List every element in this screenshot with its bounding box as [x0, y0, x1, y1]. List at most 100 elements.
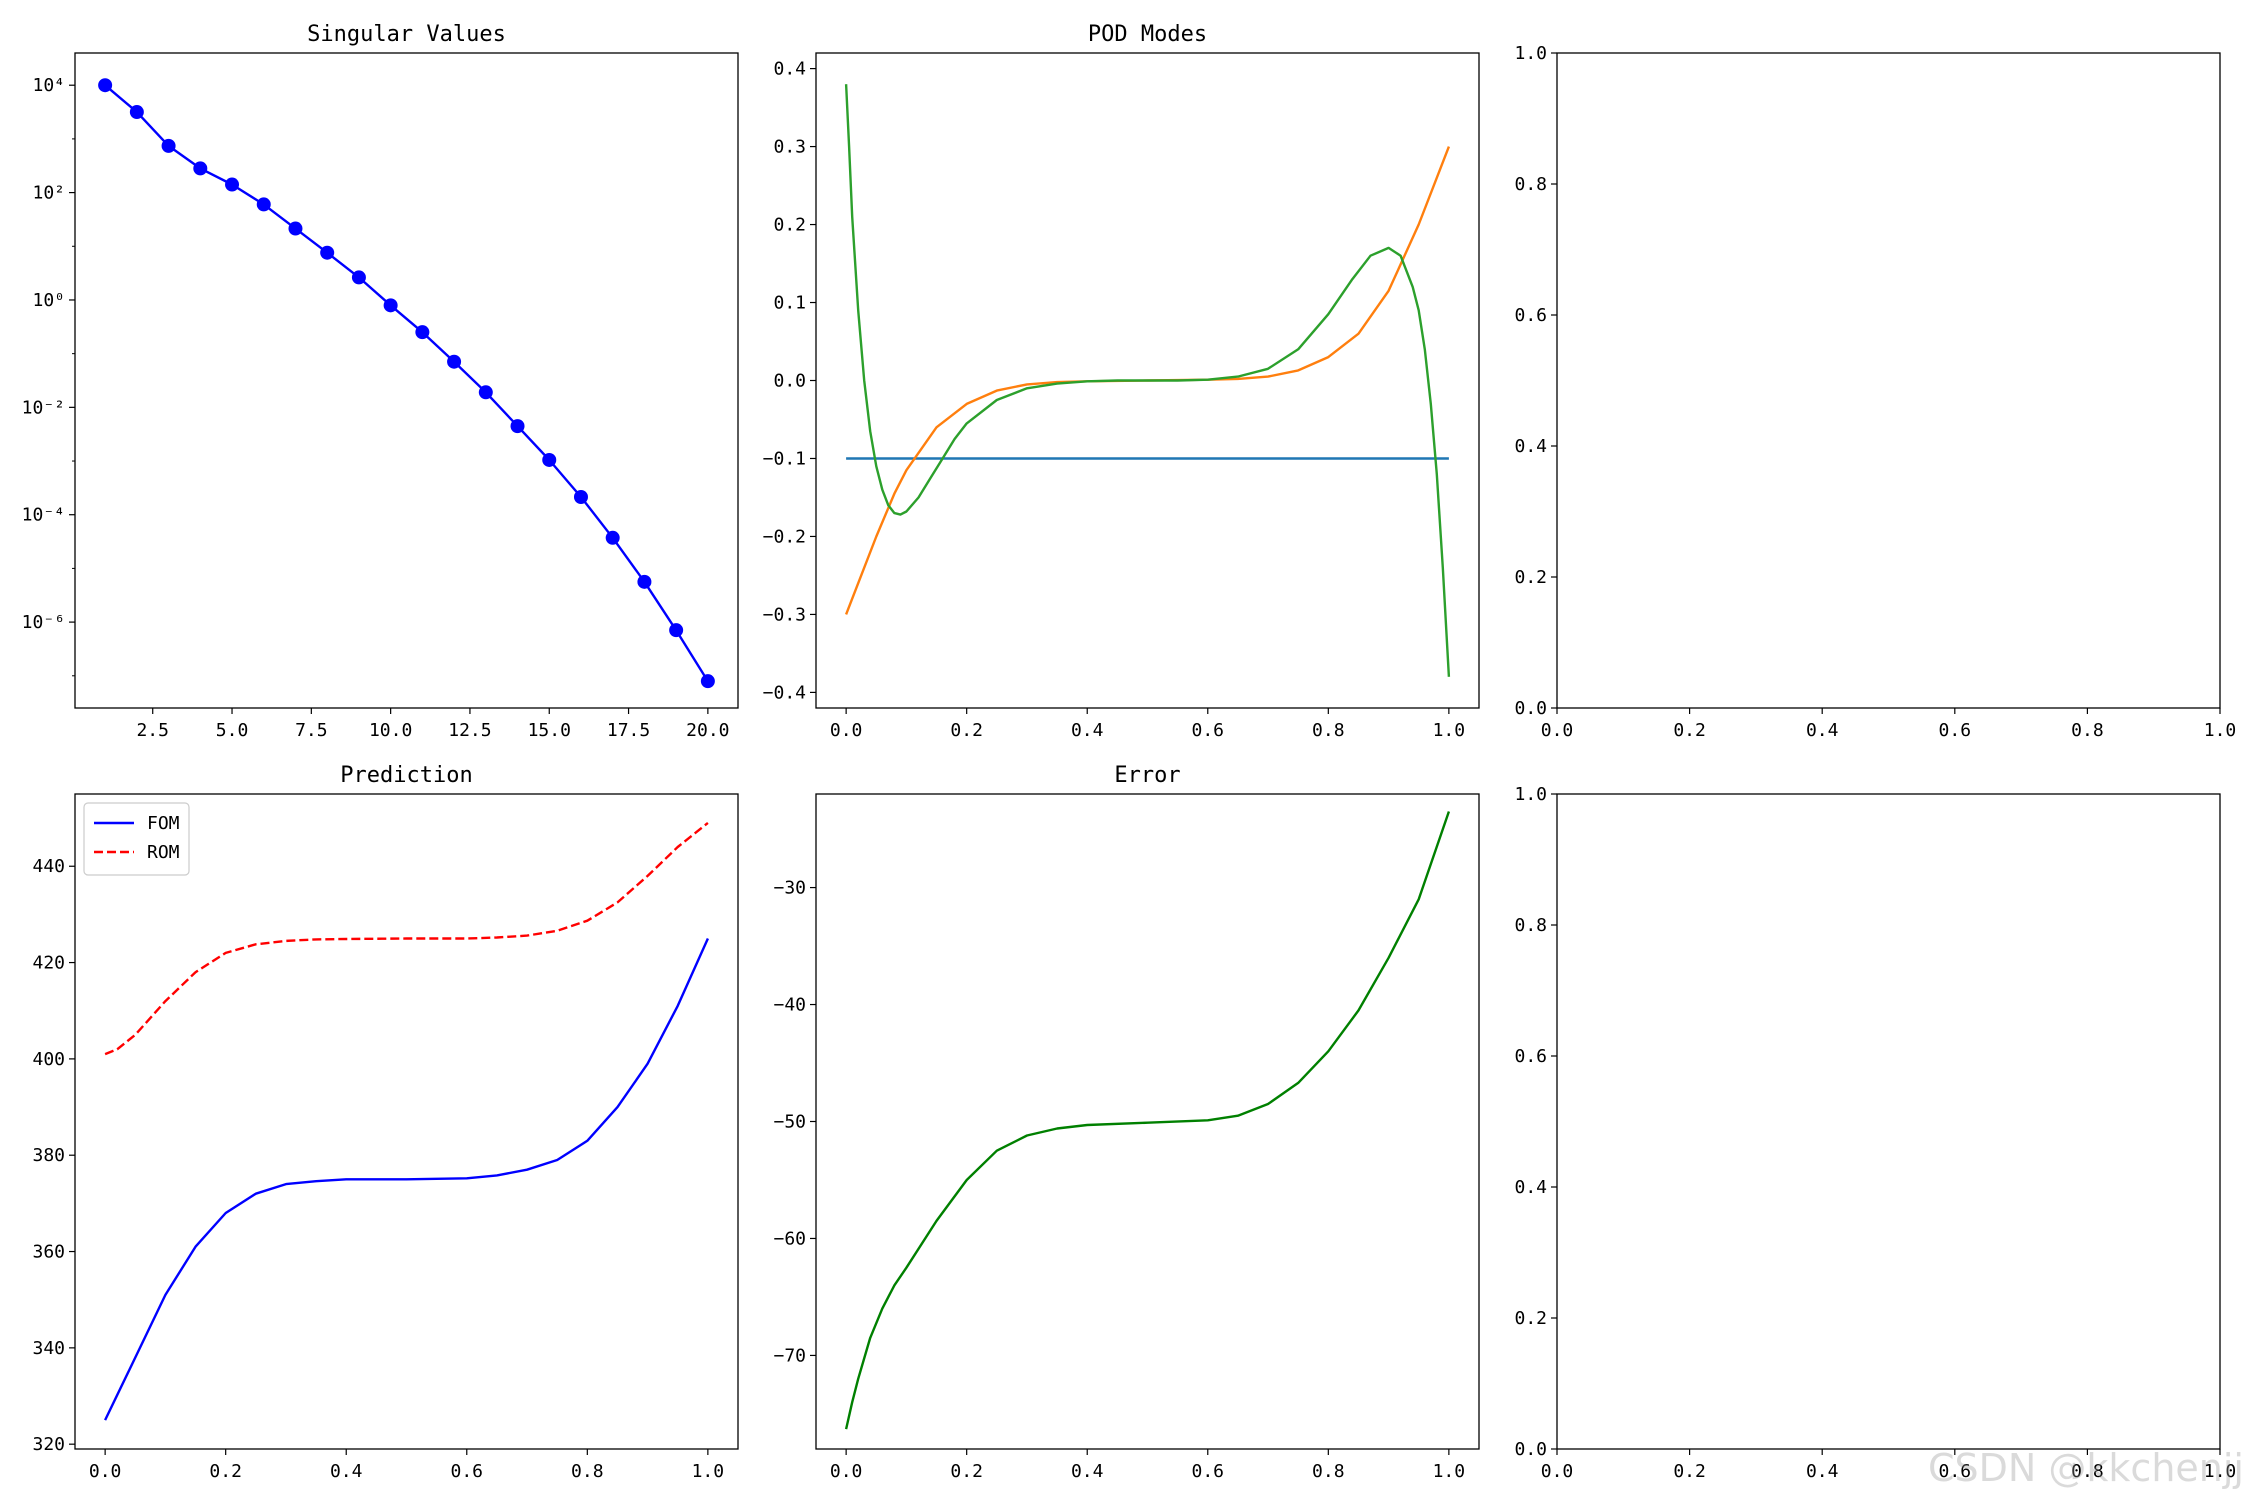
y-tick-label: 0.2	[773, 215, 806, 236]
plot-area	[104, 821, 709, 1421]
x-tick-label: 0.6	[451, 1461, 484, 1482]
x-tick-label: 0.6	[1939, 1461, 1972, 1482]
data-point	[98, 78, 113, 93]
y-tick-label: 340	[32, 1338, 65, 1359]
watermark: CSDN @kkchenjj	[1928, 1446, 2244, 1490]
x-tick-label: 15.0	[528, 720, 571, 741]
data-point	[573, 490, 588, 505]
x-tick-label: 12.5	[448, 720, 491, 741]
axes-frame	[74, 793, 739, 1450]
y-tick-label: 10²	[32, 183, 65, 204]
y-tick-label: 0.6	[1514, 1046, 1547, 1067]
x-tick-label: 0.8	[1312, 1461, 1345, 1482]
x-tick-label: 0.2	[209, 1461, 242, 1482]
y-tick-label: 10⁻⁴	[22, 505, 65, 526]
x-tick-label: 0.6	[1192, 720, 1225, 741]
x-tick-label: 0.4	[330, 1461, 363, 1482]
y-tick-label: 0.2	[1514, 567, 1547, 588]
y-tick-label: 10⁻⁶	[22, 612, 65, 633]
x-tick-label: 0.2	[950, 720, 983, 741]
y-tick-label: −0.2	[763, 526, 806, 547]
x-tick-label: 0.2	[950, 1461, 983, 1482]
y-tick-label: 320	[32, 1434, 65, 1455]
x-tick-label: 5.0	[216, 720, 249, 741]
series-line-1	[104, 938, 709, 1421]
chart-title: Error	[1114, 763, 1180, 788]
y-tick-label: 0.0	[1514, 698, 1547, 719]
y-tick-label: −60	[773, 1228, 806, 1249]
y-tick-label: 10⁻²	[22, 397, 65, 418]
x-tick-label: 0.4	[1071, 1461, 1104, 1482]
x-tick-label: 17.5	[607, 720, 650, 741]
series-line-3	[844, 84, 1451, 677]
x-tick-label: 0.6	[1939, 720, 1972, 741]
y-tick-label: 0.8	[1514, 915, 1547, 936]
x-tick-label: 0.0	[89, 1461, 122, 1482]
y-tick-label: 0.0	[773, 371, 806, 392]
data-point	[669, 623, 684, 638]
data-point	[129, 105, 144, 120]
data-point	[510, 419, 525, 434]
y-tick-label: 440	[32, 856, 65, 877]
x-tick-label: 10.0	[369, 720, 412, 741]
y-tick-label: 0.4	[1514, 1177, 1547, 1198]
chart-title: POD Modes	[1088, 22, 1207, 47]
x-tick-label: 0.0	[1541, 720, 1574, 741]
axes-frame	[815, 52, 1480, 709]
data-point	[288, 221, 303, 236]
x-tick-label: 1.0	[1433, 1461, 1466, 1482]
chart-title: Prediction	[340, 763, 472, 788]
x-tick-label: 0.8	[1312, 720, 1345, 741]
plot-area	[98, 78, 715, 689]
data-point	[383, 298, 398, 313]
x-tick-label: 0.2	[1673, 1461, 1706, 1482]
y-tick-label: 10⁴	[32, 75, 65, 96]
legend-label: FOM	[147, 813, 180, 834]
x-tick-label: 0.4	[1806, 720, 1839, 741]
y-tick-label: 0.6	[1514, 305, 1547, 326]
axes-frame	[74, 52, 739, 709]
x-tick-label: 1.0	[2204, 720, 2237, 741]
y-tick-label: 10⁰	[32, 290, 65, 311]
y-tick-label: 360	[32, 1242, 65, 1263]
x-tick-label: 1.0	[1433, 720, 1466, 741]
axes-frame	[1556, 793, 2221, 1450]
data-point	[447, 354, 462, 369]
y-tick-label: 0.4	[773, 59, 806, 80]
data-point	[256, 197, 271, 212]
series-line-1	[104, 84, 709, 682]
data-point	[542, 452, 557, 467]
plot-area	[844, 811, 1451, 1430]
legend-label: ROM	[147, 842, 180, 863]
y-tick-label: −40	[773, 995, 806, 1016]
series-line-1	[844, 811, 1451, 1430]
x-tick-label: 20.0	[686, 720, 729, 741]
series-line-2	[104, 821, 709, 1056]
y-tick-label: −0.1	[763, 448, 806, 469]
subplot-3: 0.0 0.2 0.4 0.6 0.8 1.0 0.0 0.2 0.4 0.6 0.8 1.0	[1514, 43, 2236, 741]
x-tick-label: 0.4	[1806, 1461, 1839, 1482]
x-tick-label: 1.0	[692, 1461, 725, 1482]
data-point	[193, 161, 208, 176]
data-point	[637, 574, 652, 589]
data-point	[478, 385, 493, 400]
x-tick-label: 0.0	[830, 720, 863, 741]
data-point	[700, 674, 715, 689]
x-tick-label: 0.0	[830, 1461, 863, 1482]
chart-title: Singular Values	[307, 22, 506, 47]
x-tick-label: 2.5	[136, 720, 169, 741]
x-tick-label: 0.0	[1541, 1461, 1574, 1482]
subplot-1: Singular Values 2.5 5.0 7.5 10.0 12.5 15.0 17.5…	[22, 22, 739, 741]
y-tick-label: 0.2	[1514, 1308, 1547, 1329]
x-tick-label: 7.5	[295, 720, 328, 741]
y-tick-label: 420	[32, 953, 65, 974]
plot-area	[844, 84, 1451, 677]
x-tick-label: 0.8	[2071, 1461, 2104, 1482]
subplot-6: 0.0 0.2 0.4 0.6 0.8 1.0 0.0 0.2 0.4 0.6 0.8 1.0	[1514, 784, 2236, 1482]
y-tick-label: 1.0	[1514, 43, 1547, 64]
y-tick-label: 0.1	[773, 293, 806, 314]
data-point	[161, 138, 176, 153]
data-point	[320, 245, 335, 260]
x-tick-label: 0.2	[1673, 720, 1706, 741]
